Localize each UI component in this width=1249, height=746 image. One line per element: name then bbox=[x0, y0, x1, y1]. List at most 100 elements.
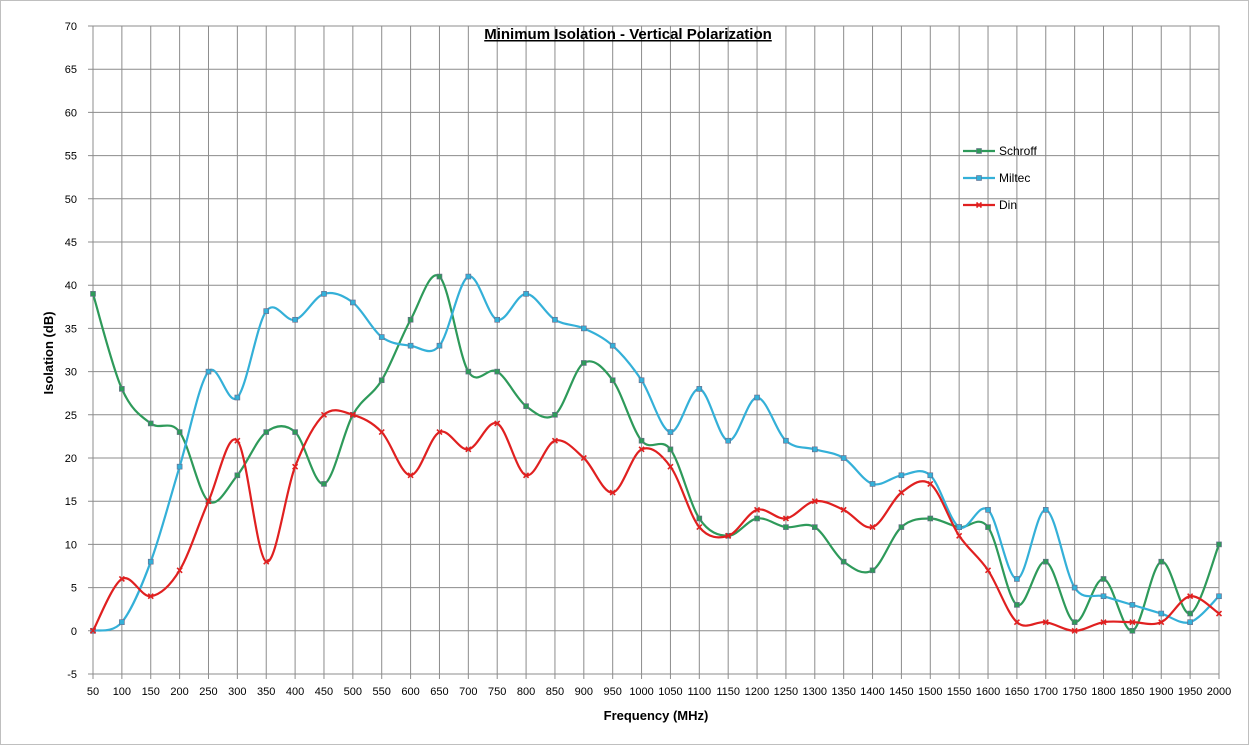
x-tick-label: 1800 bbox=[1091, 686, 1115, 698]
x-tick-label: 200 bbox=[170, 686, 188, 698]
x-tick-label: 650 bbox=[430, 686, 448, 698]
miltec-point bbox=[205, 368, 212, 375]
x-tick-label: 900 bbox=[575, 686, 593, 698]
miltec-point bbox=[494, 316, 501, 323]
plot-grid bbox=[88, 25, 1220, 679]
din-point bbox=[118, 575, 125, 583]
din-point bbox=[782, 515, 789, 522]
schroff-point bbox=[667, 446, 674, 453]
y-tick-label: 0 bbox=[71, 626, 77, 638]
schroff-point bbox=[898, 524, 905, 530]
y-tick-label: 30 bbox=[65, 367, 77, 379]
x-tick-label: 600 bbox=[401, 686, 419, 698]
x-tick-label: 150 bbox=[142, 686, 160, 698]
din-point bbox=[1071, 627, 1078, 634]
schroff-point bbox=[147, 420, 154, 427]
miltec-point bbox=[321, 291, 327, 297]
miltec-point bbox=[1071, 584, 1078, 591]
legend-item-schroff: Schroff bbox=[963, 144, 1037, 158]
din-point bbox=[494, 420, 501, 427]
din-point bbox=[523, 472, 530, 479]
din-point bbox=[1215, 610, 1223, 617]
series-layer bbox=[89, 273, 1223, 634]
din-point bbox=[551, 437, 559, 444]
din-point bbox=[1187, 593, 1194, 600]
schroff-point bbox=[869, 567, 876, 574]
din-point bbox=[1013, 619, 1020, 626]
schroff-point bbox=[90, 291, 96, 297]
schroff-point bbox=[696, 515, 703, 522]
x-tick-label: 300 bbox=[228, 686, 246, 698]
miltec-point bbox=[1216, 593, 1222, 600]
din-point bbox=[89, 627, 97, 634]
schroff-point bbox=[321, 481, 327, 487]
y-tick-label: 65 bbox=[65, 64, 77, 76]
miltec-point bbox=[263, 308, 270, 314]
x-tick-label: 1600 bbox=[976, 686, 1000, 698]
din-point bbox=[349, 411, 356, 418]
schroff-point bbox=[581, 360, 587, 366]
schroff-point bbox=[263, 429, 270, 435]
chart-title: Minimum Isolation - Vertical Polarizatio… bbox=[484, 26, 772, 43]
miltec-point bbox=[147, 558, 154, 565]
schroff-point bbox=[638, 437, 645, 444]
x-tick-label: 850 bbox=[546, 686, 564, 698]
miltec-point bbox=[725, 437, 731, 444]
schroff-point bbox=[1071, 619, 1078, 625]
schroff-point bbox=[465, 368, 472, 375]
din-point bbox=[753, 506, 761, 513]
x-tick-label: 1500 bbox=[918, 686, 942, 698]
miltec-point bbox=[465, 273, 472, 280]
y-tick-label: 40 bbox=[65, 280, 77, 292]
y-tick-label: 60 bbox=[65, 107, 77, 119]
x-tick-label: 550 bbox=[373, 686, 391, 698]
miltec-point bbox=[119, 619, 125, 625]
din-point bbox=[927, 480, 934, 487]
schroff-point bbox=[494, 368, 501, 375]
y-tick-label: 10 bbox=[65, 539, 77, 551]
legend-item-miltec: Miltec bbox=[963, 171, 1030, 185]
miltec-point bbox=[292, 316, 298, 323]
legend: Schroff Miltec Din bbox=[963, 144, 1037, 212]
miltec-point bbox=[1187, 619, 1193, 625]
x-tick-label: 1900 bbox=[1149, 686, 1173, 698]
x-tick-label: 800 bbox=[517, 686, 535, 698]
y-tick-label: 25 bbox=[65, 410, 77, 422]
din-point bbox=[378, 429, 385, 436]
x-tick-label: 1850 bbox=[1120, 686, 1144, 698]
din-point bbox=[147, 593, 154, 600]
x-tick-label: 1250 bbox=[774, 686, 798, 698]
din-point bbox=[1042, 619, 1049, 626]
schroff-point bbox=[1014, 602, 1020, 608]
schroff-point bbox=[1042, 558, 1049, 565]
schroff-point bbox=[609, 377, 616, 384]
miltec-point bbox=[1014, 576, 1020, 582]
miltec-point bbox=[985, 507, 991, 513]
schroff-point bbox=[436, 273, 443, 280]
miltec-point bbox=[811, 446, 818, 453]
miltec-point bbox=[667, 429, 674, 435]
miltec-point bbox=[898, 472, 905, 479]
din-point bbox=[667, 463, 674, 470]
din-point bbox=[263, 558, 270, 565]
din-point bbox=[956, 532, 963, 539]
din-point bbox=[869, 524, 876, 531]
miltec-point bbox=[436, 342, 443, 349]
din-point bbox=[1100, 619, 1107, 626]
y-tick-label: 15 bbox=[65, 496, 77, 508]
x-tick-label: 50 bbox=[87, 686, 99, 698]
miltec-point bbox=[407, 342, 414, 349]
x-tick-label: 100 bbox=[113, 686, 131, 698]
schroff-point bbox=[1129, 627, 1136, 634]
x-tick-label: 1700 bbox=[1034, 686, 1058, 698]
din-point bbox=[609, 489, 616, 496]
schroff-point bbox=[840, 558, 847, 565]
x-axis-title: Frequency (MHz) bbox=[604, 708, 709, 723]
miltec-point bbox=[638, 377, 645, 384]
y-tick-label: 45 bbox=[65, 237, 77, 249]
legend-item-din: Din bbox=[963, 198, 1017, 212]
miltec-point bbox=[869, 481, 876, 487]
din-point bbox=[898, 489, 905, 496]
miltec-point bbox=[350, 299, 356, 306]
miltec-series bbox=[90, 273, 1222, 634]
